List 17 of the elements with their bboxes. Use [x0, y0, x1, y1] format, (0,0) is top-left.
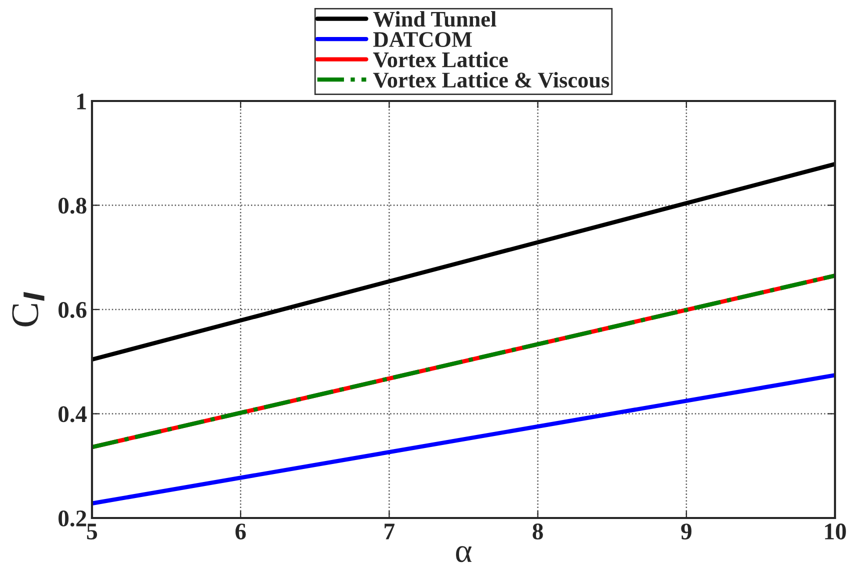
legend-label: Vortex Lattice	[373, 52, 508, 68]
y-tick-label: 0.4	[58, 406, 87, 422]
y-axis-title: C$_{l}$	[12, 292, 44, 326]
x-tick-label: 8	[532, 524, 543, 540]
legend-label: DATCOM	[373, 32, 472, 48]
legend-label: Vortex Lattice & Viscous	[373, 72, 610, 88]
x-tick-label: 5	[87, 524, 98, 540]
y-tick-label: 0.2	[58, 510, 86, 527]
y-tick-label: 0.6	[58, 302, 86, 318]
x-tick-label: 7	[384, 524, 395, 540]
x-tick-label: 6	[236, 524, 246, 540]
y-tick-label: 1	[77, 94, 86, 110]
legend-label: Wind Tunnel	[373, 11, 496, 27]
x-tick-label: 9	[681, 524, 692, 540]
x-axis-title: α	[456, 546, 472, 562]
x-tick-label: 10	[825, 524, 846, 540]
y-tick-label: 0.8	[58, 198, 86, 214]
